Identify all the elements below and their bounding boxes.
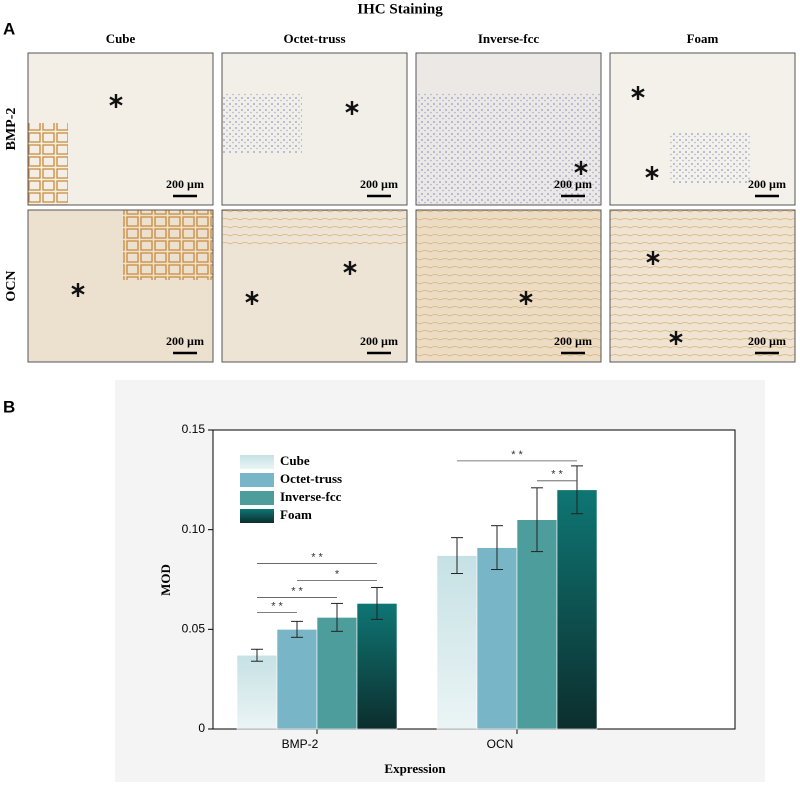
column-header: Inverse-fcc	[478, 31, 540, 46]
legend-label: Cube	[280, 453, 310, 468]
error-bar	[531, 487, 543, 553]
figure-title: IHC Staining	[357, 1, 443, 17]
column-header: Cube	[106, 31, 136, 46]
micrograph	[609, 209, 796, 363]
legend-swatch	[240, 473, 274, 487]
micrograph-border	[609, 209, 796, 363]
micrograph-border	[415, 52, 602, 206]
significance-label: * *	[551, 469, 563, 481]
bar	[236, 654, 278, 730]
tissue-texture	[222, 210, 407, 250]
panel-label: B	[3, 397, 15, 416]
legend-label: Octet-truss	[280, 471, 342, 486]
scale-bar-label: 200 µm	[360, 334, 398, 348]
tissue-texture	[416, 210, 601, 362]
micrograph	[221, 52, 408, 206]
y-tick-label: 0.05	[182, 622, 206, 636]
error-bar	[491, 525, 503, 571]
micrograph-border	[27, 52, 214, 206]
asterisk	[345, 103, 359, 113]
tissue-texture	[123, 210, 213, 280]
y-tick-label: 0.10	[182, 522, 206, 536]
legend-label: Inverse-fcc	[280, 489, 342, 504]
row-label: OCN	[4, 270, 19, 301]
x-tick-label: OCN	[487, 737, 514, 751]
legend-swatch	[240, 509, 274, 523]
micrograph	[415, 209, 602, 363]
micrograph	[609, 52, 796, 206]
asterisk	[574, 163, 588, 173]
asterisk	[343, 263, 357, 273]
tissue-texture	[610, 210, 795, 362]
y-axis-label: MOD	[158, 564, 173, 596]
x-tick-label: BMP-2	[282, 737, 319, 751]
asterisk	[245, 293, 259, 303]
bar	[436, 555, 478, 730]
micrograph-border	[609, 52, 796, 206]
scale-bar-label: 200 µm	[166, 177, 204, 191]
significance-label: * *	[511, 449, 523, 461]
significance-label: * *	[291, 585, 303, 597]
tissue-texture	[28, 123, 68, 205]
tissue-texture	[222, 93, 302, 153]
y-tick-label: 0.15	[182, 422, 206, 436]
micrograph	[221, 209, 408, 363]
panel-label: A	[3, 19, 15, 38]
scale-bar-label: 200 µm	[554, 334, 592, 348]
bar	[316, 617, 358, 730]
significance-label: * *	[271, 600, 283, 612]
asterisk	[71, 285, 85, 295]
row-label: BMP-2	[4, 108, 19, 151]
asterisk	[669, 333, 683, 343]
scale-bar-label: 200 µm	[360, 177, 398, 191]
error-bar	[251, 648, 263, 662]
asterisk	[109, 96, 123, 106]
scale-bar-label: 200 µm	[166, 334, 204, 348]
column-header: Octet-truss	[283, 31, 345, 46]
error-bar	[331, 602, 343, 632]
micrograph	[415, 52, 602, 206]
tissue-texture	[670, 133, 750, 183]
legend-label: Foam	[280, 507, 312, 522]
bar	[356, 603, 398, 730]
legend-swatch	[240, 491, 274, 505]
asterisk	[646, 253, 660, 263]
significance-label: * *	[311, 551, 323, 563]
error-bar	[291, 620, 303, 638]
tissue-texture	[416, 93, 601, 205]
legend-swatch	[240, 455, 274, 469]
scale-bar-label: 200 µm	[748, 177, 786, 191]
asterisk	[645, 168, 659, 178]
scale-bar-label: 200 µm	[554, 177, 592, 191]
significance-label: *	[335, 568, 340, 580]
micrograph	[27, 209, 214, 363]
micrograph	[27, 52, 214, 206]
micrograph-border	[221, 52, 408, 206]
y-tick-label: 0	[198, 721, 205, 735]
micrograph-border	[415, 209, 602, 363]
error-bar	[451, 537, 463, 575]
bar	[556, 489, 598, 730]
error-bar	[571, 465, 583, 515]
error-bar	[371, 586, 383, 620]
column-header: Foam	[687, 31, 719, 46]
asterisk	[631, 88, 645, 98]
asterisk	[519, 293, 533, 303]
bar	[276, 629, 318, 730]
scale-bar-label: 200 µm	[748, 334, 786, 348]
micrograph-border	[221, 209, 408, 363]
micrograph-border	[27, 209, 214, 363]
x-axis-label: Expression	[384, 761, 446, 776]
bar	[476, 547, 518, 730]
